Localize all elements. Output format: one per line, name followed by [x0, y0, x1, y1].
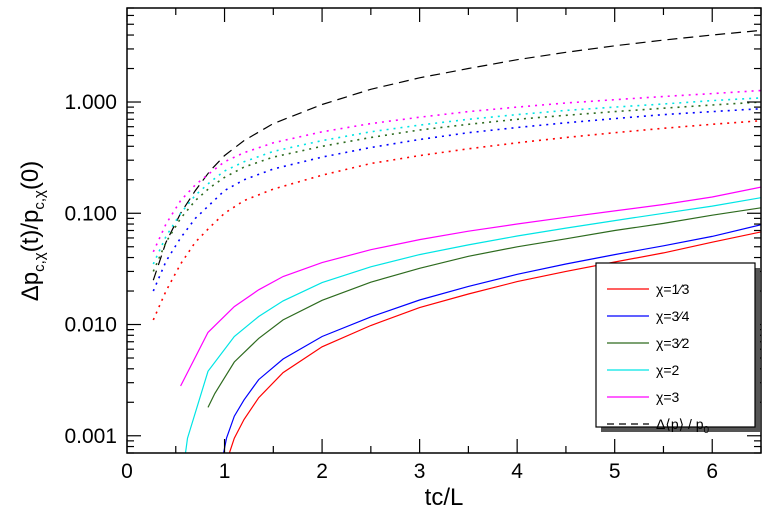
x-tick-label: 5: [609, 460, 621, 483]
series-line-10-dotted: [152, 89, 761, 253]
legend-label-sub: 0: [704, 425, 710, 436]
legend-box: [595, 262, 756, 428]
series-line-8-dotted: [152, 101, 761, 272]
y-tick-label: 0.001: [64, 425, 117, 448]
y-axis-title-main: Δp: [17, 272, 44, 301]
x-tick-label: 3: [414, 460, 426, 483]
legend-label: χ=3⁄4: [656, 308, 690, 324]
x-tick-label: 6: [706, 460, 718, 483]
series-line-3-solid: [184, 197, 761, 453]
series-line-7-dotted: [152, 107, 761, 292]
legend: χ=1⁄3 χ=3⁄4 χ=3⁄2 χ=2 χ=3 Δ⟨p⟩ / p0: [595, 262, 760, 436]
x-tick-label: 0: [121, 460, 133, 483]
series-line-5-dashed: [152, 29, 761, 281]
x-tick-label: 2: [316, 460, 328, 483]
x-tick-label: 4: [511, 460, 523, 483]
series-line-1-solid: [223, 224, 761, 453]
plot-frame: [126, 7, 762, 454]
series-line-6-dotted: [152, 119, 761, 321]
series-line-0-solid: [228, 231, 761, 453]
legend-label: χ=3: [656, 389, 680, 405]
legend-label: Δ⟨p⟩ / p0: [656, 416, 710, 436]
x-tick-label: 1: [219, 460, 231, 483]
y-tick-label: 0.010: [64, 314, 117, 337]
legend-label: χ=1⁄3: [656, 281, 690, 297]
series-line-9-dotted: [152, 97, 761, 265]
y-axis-title-sub2: c,χ: [31, 190, 48, 210]
y-axis-title-tail: (0): [17, 161, 44, 190]
legend-label: χ=3⁄2: [656, 335, 690, 351]
tick-labels: 0 1 2 3 4 5 6 0.001 0.010 0.100 1.000: [64, 91, 718, 483]
plot-lines: [152, 29, 761, 453]
y-axis-title: Δpc,χ(t)/pc,χ(0): [17, 161, 48, 302]
legend-entries: χ=1⁄3 χ=3⁄4 χ=3⁄2 χ=2 χ=3 Δ⟨p⟩ / p0: [607, 281, 710, 436]
series-line-2-solid: [207, 207, 761, 408]
axis-ticks: [126, 7, 762, 454]
legend-label: χ=2: [656, 362, 680, 378]
legend-label-main: Δ⟨p⟩ / p: [656, 416, 704, 432]
y-axis-title-mid: (t)/p: [17, 210, 44, 253]
y-tick-label: 1.000: [64, 91, 117, 114]
series-line-4-solid: [180, 186, 761, 387]
y-tick-label: 0.100: [64, 202, 117, 225]
y-axis-title-sub1: c,χ: [31, 252, 48, 272]
x-axis-title: tc/L: [425, 484, 464, 511]
